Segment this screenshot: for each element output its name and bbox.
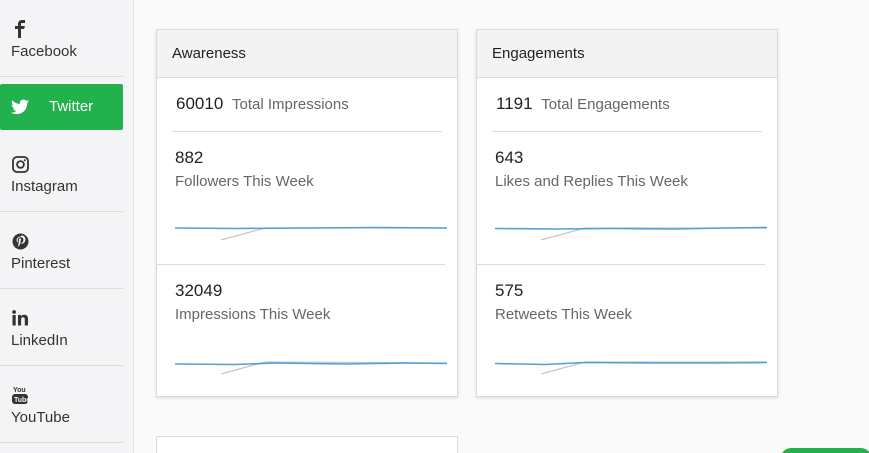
- linkedin-icon: [11, 309, 29, 327]
- next-card: [156, 436, 458, 453]
- total-label: Total Impressions: [232, 96, 349, 113]
- svg-text:Tube: Tube: [14, 397, 28, 404]
- sidebar-item-label: Instagram: [11, 178, 78, 195]
- metric-label: Retweets This Week: [495, 306, 632, 323]
- divider: [492, 131, 762, 132]
- total-impressions: 60010 Total Impressions: [176, 94, 349, 114]
- twitter-icon: [11, 98, 29, 116]
- followers-sparkline: [175, 226, 447, 240]
- sidebar-item-instagram[interactable]: Instagram: [0, 135, 123, 212]
- sidebar-item-label: Pinterest: [11, 255, 71, 272]
- metric-label: Followers This Week: [175, 173, 314, 190]
- metric-label: Impressions This Week: [175, 306, 331, 323]
- sidebar-item-label: Twitter: [49, 98, 94, 115]
- metric-value: 643: [495, 148, 524, 167]
- sidebar-item-youtube[interactable]: YouTube YouTube: [0, 366, 123, 443]
- divider: [172, 131, 442, 132]
- sidebar-item-facebook[interactable]: Facebook: [0, 0, 123, 77]
- svg-text:You: You: [13, 387, 26, 394]
- facebook-icon: [11, 20, 29, 38]
- divider: [157, 264, 445, 265]
- sidebar-item-label: YouTube: [11, 409, 70, 426]
- pinterest-icon: [11, 232, 29, 250]
- sidebar-item-label: LinkedIn: [11, 332, 68, 349]
- awareness-card: Awareness 60010 Total Impressions 882 Fo…: [156, 29, 458, 397]
- sidebar-item-pinterest[interactable]: Pinterest: [0, 212, 123, 289]
- total-value: 60010: [176, 94, 224, 113]
- metric-label: Likes and Replies This Week: [495, 173, 688, 190]
- youtube-icon: You Tube: [11, 386, 29, 404]
- social-network-sidebar: Facebook Twitter Instagram Pinterest Lin…: [0, 0, 134, 453]
- total-value: 1191: [496, 94, 533, 113]
- total-engagements: 1191 Total Engagements: [496, 94, 670, 114]
- metric-value: 882: [175, 148, 204, 167]
- total-label: Total Engagements: [541, 96, 670, 113]
- retweets-sparkline: [495, 361, 767, 374]
- action-button[interactable]: [781, 448, 869, 453]
- divider: [477, 264, 765, 265]
- sidebar-item-twitter[interactable]: Twitter: [0, 84, 123, 130]
- sidebar-item-linkedin[interactable]: LinkedIn: [0, 289, 123, 366]
- metric-value: 575: [495, 281, 524, 300]
- instagram-icon: [11, 155, 29, 173]
- metric-value: 32049: [175, 281, 223, 300]
- sidebar-item-label: Facebook: [11, 43, 77, 60]
- engagements-card: Engagements 1191 Total Engagements 643 L…: [476, 29, 778, 397]
- card-title: Awareness: [157, 30, 457, 78]
- impressions-sparkline: [175, 361, 447, 374]
- likes-replies-sparkline: [495, 226, 767, 240]
- card-title: Engagements: [477, 30, 777, 78]
